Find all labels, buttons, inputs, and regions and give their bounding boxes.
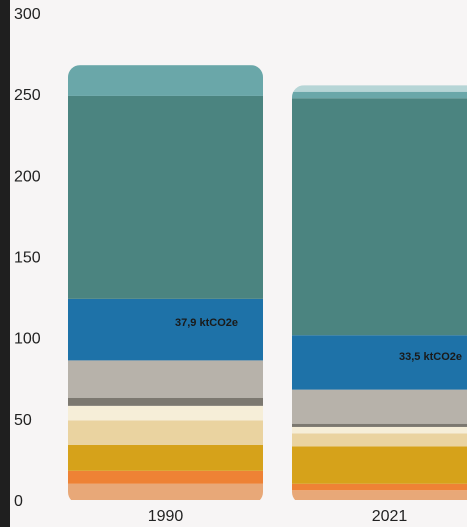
data-labels: 37,9 ktCO2e 33,5 ktCO2e [175,317,462,363]
bar-segment [68,470,263,484]
bar-segment [292,98,467,336]
bar-segment [292,85,467,92]
bar-segment [292,483,467,491]
bar-segment [68,95,263,299]
y-tick-label: 100 [14,331,41,348]
y-tick-label: 300 [14,6,41,23]
bar-segment [292,91,467,99]
bar-segment [68,444,263,471]
bar-segment [292,423,467,427]
data-label: 33,5 ktCO2e [399,351,462,363]
bar-segment [68,405,263,421]
chart-panel: 0 50 100 150 200 250 300 1990 2021 37,9 ktCO2e 3… [10,0,467,527]
bars [68,65,467,500]
x-tick-label: 1990 [148,508,184,525]
y-axis-ticks: 0 50 100 150 200 250 300 [14,6,41,510]
y-tick-label: 200 [14,168,41,185]
bar-2021 [292,85,467,500]
bar-segment [292,490,467,500]
bar-segment [68,420,263,445]
y-tick-label: 250 [14,87,41,104]
x-axis-labels: 1990 2021 [148,508,408,525]
bar-segment [292,446,467,484]
bar-segment [68,65,263,96]
bar-segment [68,298,263,361]
bar-segment [292,335,467,390]
bar-segment [292,389,467,424]
bar-segment [68,397,263,406]
y-tick-label: 150 [14,250,41,267]
bar-segment [68,483,263,500]
x-tick-label: 2021 [372,508,408,525]
bar-1990 [68,65,263,500]
data-label: 37,9 ktCO2e [175,317,238,329]
bar-segment [292,426,467,434]
bar-segment [292,433,467,447]
y-tick-label: 0 [14,493,23,510]
bar-segment [68,360,263,398]
y-tick-label: 50 [14,412,32,429]
